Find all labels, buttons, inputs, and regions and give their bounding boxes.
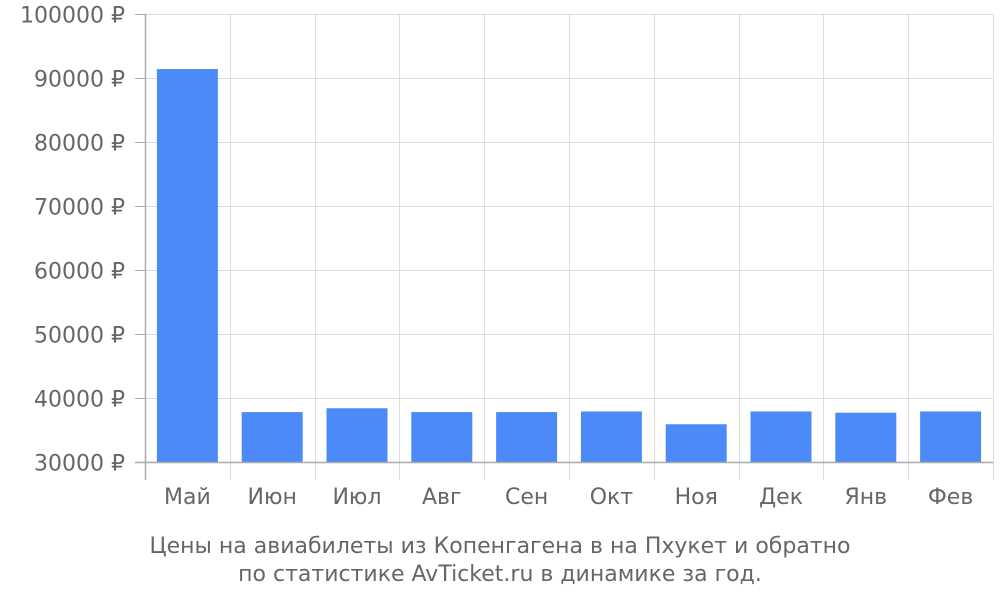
x-tick-labels: Май Июн Июл Авг Сен Окт Ноя Дек Янв Фев	[164, 485, 973, 510]
price-bar-chart: 30000 ₽ 40000 ₽ 50000 ₽ 60000 ₽ 70000 ₽ 80000…	[20, 4, 994, 510]
bar-10	[920, 411, 982, 462]
x-tick-label: Сен	[505, 485, 548, 510]
bar-1	[156, 69, 218, 462]
y-tick-label: 100000 ₽	[20, 4, 125, 29]
y-tick-label: 40000 ₽	[34, 388, 125, 413]
y-tick-label: 90000 ₽	[34, 68, 125, 93]
x-tick-label: Янв	[844, 485, 887, 510]
grid-lines	[145, 14, 994, 463]
x-tick-label: Ноя	[675, 485, 718, 510]
y-tick-label: 60000 ₽	[34, 260, 125, 285]
x-tick-label: Июл	[332, 485, 381, 510]
x-tick-label: Окт	[590, 485, 634, 510]
bar-8	[750, 411, 812, 462]
x-tick-label: Май	[164, 485, 211, 510]
bar-2	[241, 412, 303, 462]
x-tick-label: Авг	[422, 485, 462, 510]
bar-6	[580, 411, 642, 462]
bars	[156, 69, 982, 462]
x-tick-label: Июн	[248, 485, 297, 510]
y-tick-labels: 30000 ₽ 40000 ₽ 50000 ₽ 60000 ₽ 70000 ₽ 80000…	[20, 4, 125, 477]
bar-9	[835, 412, 897, 462]
bar-4	[411, 412, 473, 462]
bar-7	[665, 424, 727, 462]
chart-caption-line-2: по статистике AvTicket.ru в динамике за …	[238, 562, 762, 587]
chart-caption-line-1: Цены на авиабилеты из Копенгагена в на П…	[149, 534, 851, 559]
x-tick-label: Фев	[928, 485, 973, 510]
axes	[135, 14, 994, 480]
bar-3	[326, 408, 388, 462]
y-tick-label: 70000 ₽	[34, 196, 125, 221]
y-tick-label: 30000 ₽	[34, 452, 125, 477]
y-tick-label: 80000 ₽	[34, 132, 125, 157]
x-tick-label: Дек	[759, 485, 803, 510]
bar-5	[496, 412, 558, 462]
y-tick-label: 50000 ₽	[34, 324, 125, 349]
